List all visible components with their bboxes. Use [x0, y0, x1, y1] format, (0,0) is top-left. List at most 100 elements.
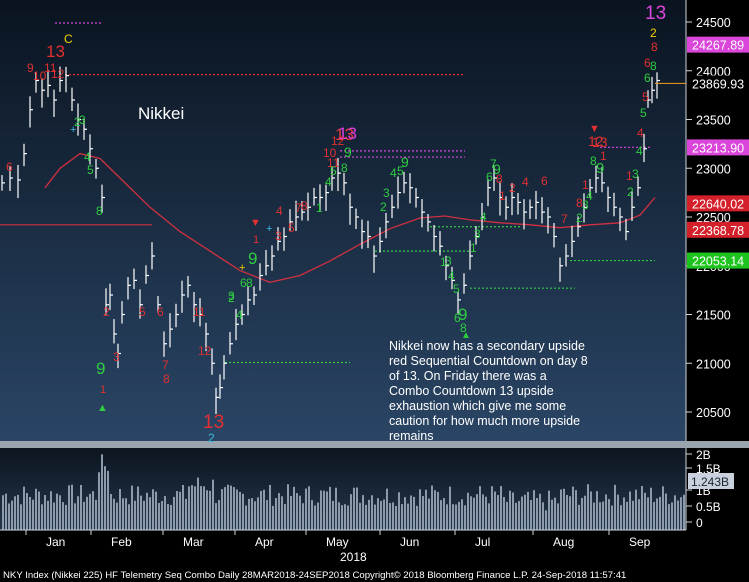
- volume-bar: [227, 484, 229, 530]
- volume-bar: [380, 500, 382, 530]
- volume-bar: [50, 491, 52, 530]
- y-tick-label: 23500: [696, 114, 731, 128]
- volume-bar: [293, 486, 295, 530]
- volume-bar: [248, 498, 250, 530]
- volume-bar: [386, 488, 388, 530]
- volume-bar: [521, 496, 523, 530]
- volume-current-box: [688, 473, 734, 489]
- volume-bar: [245, 505, 247, 530]
- price-tag-box: [687, 36, 749, 53]
- volume-bar: [236, 489, 238, 530]
- volume-bar: [644, 492, 646, 530]
- volume-bar: [395, 505, 397, 530]
- count-label: +: [266, 223, 272, 235]
- count-label: 8: [301, 199, 308, 213]
- count-label: 6: [486, 170, 493, 184]
- volume-bar: [71, 484, 73, 530]
- volume-bar: [149, 497, 151, 530]
- volume-bar: [311, 500, 313, 530]
- volume-bar: [299, 495, 301, 530]
- volume-bar: [23, 486, 25, 530]
- volume-bar: [602, 501, 604, 530]
- volume-bar: [164, 496, 166, 530]
- volume-bar: [512, 492, 514, 530]
- count-label: 7: [561, 212, 568, 226]
- volume-bar: [470, 496, 472, 530]
- volume-bar: [365, 504, 367, 530]
- count-label: 7: [162, 358, 169, 372]
- count-label: ▲: [461, 330, 471, 341]
- volume-bar: [578, 504, 580, 530]
- volume-bar: [617, 494, 619, 530]
- panel-separator: [0, 441, 749, 448]
- volume-bar: [476, 494, 478, 530]
- volume-bar: [467, 492, 469, 530]
- annotation: Nikkei now has a secondary upside red Se…: [389, 339, 588, 443]
- volume-bar: [566, 494, 568, 530]
- volume-bar: [62, 502, 64, 530]
- count-label: 3: [275, 229, 282, 243]
- volume-bar: [5, 493, 7, 530]
- volume-tick-label: 2B: [696, 448, 711, 462]
- count-label: 8: [576, 196, 583, 210]
- volume-bar: [266, 500, 268, 530]
- price-tag-box: [687, 221, 749, 238]
- volume-bar: [335, 487, 337, 530]
- volume-bar: [287, 484, 289, 530]
- count-label: 10: [33, 69, 47, 83]
- count-label: 6: [157, 305, 164, 319]
- volume-bar: [275, 498, 277, 530]
- volume-bar: [257, 497, 259, 530]
- count-label: 3: [445, 254, 452, 268]
- volume-bar: [536, 498, 538, 530]
- volume-bar: [2, 495, 4, 530]
- count-label: 6: [644, 71, 651, 85]
- volume-bar: [137, 486, 139, 530]
- volume-bar: [107, 470, 109, 530]
- volume-bar: [464, 505, 466, 530]
- annotation-line-1: Nikkei now has a secondary upside: [389, 339, 585, 353]
- volume-bar: [461, 499, 463, 530]
- count-label: 2: [576, 211, 583, 225]
- volume-bars: [2, 454, 685, 530]
- count-label: 6: [240, 276, 247, 290]
- count-label: 5: [640, 106, 647, 120]
- volume-bar: [575, 490, 577, 530]
- count-label: 4: [586, 189, 593, 203]
- volume-bar: [284, 504, 286, 530]
- volume-bar: [347, 505, 349, 530]
- volume-bar: [185, 498, 187, 530]
- volume-bar: [545, 510, 547, 530]
- volume-bar: [581, 497, 583, 530]
- count-label: 2: [380, 200, 387, 214]
- volume-bar: [377, 498, 379, 530]
- price-tag-label: 24267.89: [692, 39, 744, 53]
- volume-bar: [260, 490, 262, 530]
- volume-bar: [80, 484, 82, 530]
- volume-bar: [140, 495, 142, 530]
- volume-bar: [452, 504, 454, 530]
- volume-bar: [167, 504, 169, 530]
- volume-bar: [326, 491, 328, 530]
- count-label: 3: [383, 186, 390, 200]
- volume-bar: [443, 498, 445, 530]
- count-label: 2: [650, 26, 657, 40]
- count-label: 9: [458, 305, 467, 324]
- count-label: 1: [100, 384, 106, 396]
- y-tick-label: 23000: [696, 162, 731, 176]
- volume-bar: [197, 477, 199, 530]
- moving-average-line: [44, 152, 656, 283]
- volume-bar: [356, 487, 358, 530]
- volume-bar: [647, 497, 649, 530]
- count-label: 6: [644, 56, 651, 70]
- volume-bar: [653, 502, 655, 530]
- volume-bar: [599, 502, 601, 530]
- count-label: 4: [390, 166, 397, 180]
- volume-bar: [455, 504, 457, 530]
- volume-bar: [629, 491, 631, 530]
- volume-bar: [401, 504, 403, 530]
- volume-bar: [590, 491, 592, 530]
